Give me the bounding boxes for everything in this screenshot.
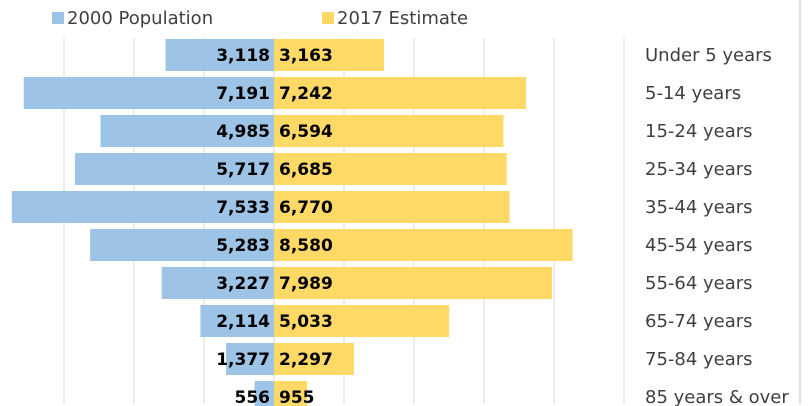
bar-2000-5-14-years (23, 77, 274, 109)
data-label-2017-55-64-years: 7,989 (279, 274, 333, 294)
legend-label-2000-population: 2000 Population (67, 8, 213, 29)
bar-2017-65-74-years (274, 305, 450, 337)
category-label-15-24-years: 15-24 years (645, 121, 753, 142)
data-label-2000-25-34-years: 5,717 (216, 160, 270, 180)
labels: 3,118 3,163 Under 5 years 7,191 7,242 5-14 ye… (216, 45, 789, 406)
data-label-2017-75-84-years: 2,297 (279, 350, 333, 370)
bar-2000-55-64-years (161, 267, 274, 299)
category-label-65-74-years: 65-74 years (645, 311, 753, 332)
bar-2017-85-years-over (274, 381, 308, 406)
data-label-2000-5-14-years: 7,191 (216, 84, 270, 104)
bar-2000-75-84-years (226, 343, 274, 375)
data-label-2000-75-84-years: 1,377 (216, 350, 270, 370)
data-label-2017-65-74-years: 5,033 (279, 312, 333, 332)
data-label-2017-85-years-over: 955 (279, 388, 315, 406)
category-label-85-years-over: 85 years & over (645, 387, 789, 406)
data-label-2017-under-5-years: 3,163 (279, 46, 333, 66)
bar-2000-65-74-years (200, 305, 274, 337)
legend-swatch-2000-population (52, 12, 64, 24)
data-label-2000-35-44-years: 7,533 (216, 198, 270, 218)
data-label-2000-under-5-years: 3,118 (216, 46, 270, 66)
category-label-25-34-years: 25-34 years (645, 159, 753, 180)
data-label-2017-45-54-years: 8,580 (279, 236, 333, 256)
category-label-55-64-years: 55-64 years (645, 273, 753, 294)
category-label-35-44-years: 35-44 years (645, 197, 753, 218)
bar-2017-45-54-years (274, 229, 573, 261)
category-label-75-84-years: 75-84 years (645, 349, 753, 370)
category-label-45-54-years: 45-54 years (645, 235, 753, 256)
data-label-2000-65-74-years: 2,114 (216, 312, 270, 332)
bar-2017-25-34-years (274, 153, 507, 185)
bar-2017-75-84-years (274, 343, 354, 375)
data-label-2017-25-34-years: 6,685 (279, 160, 333, 180)
category-label-5-14-years: 5-14 years (645, 83, 741, 104)
bar-2017-under-5-years (274, 39, 385, 71)
bars (11, 39, 573, 406)
bar-2017-35-44-years (274, 191, 510, 223)
data-label-2017-5-14-years: 7,242 (279, 84, 333, 104)
bar-2017-55-64-years (274, 267, 553, 299)
bar-2000-25-34-years (75, 153, 274, 185)
bar-2000-15-24-years (100, 115, 274, 147)
data-label-2000-45-54-years: 5,283 (216, 236, 270, 256)
data-label-2017-35-44-years: 6,770 (279, 198, 333, 218)
category-label-under-5-years: Under 5 years (645, 45, 772, 66)
data-label-2000-15-24-years: 4,985 (216, 122, 270, 142)
bar-2017-15-24-years (274, 115, 504, 147)
legend-swatch-2017-estimate (322, 12, 334, 24)
bar-2000-85-years-over (254, 381, 274, 406)
legend-label-2017-estimate: 2017 Estimate (337, 8, 468, 29)
bar-2000-under-5-years (165, 39, 274, 71)
legend: 2000 Population 2017 Estimate (52, 8, 468, 29)
bar-2000-45-54-years (90, 229, 274, 261)
data-label-2017-15-24-years: 6,594 (279, 122, 333, 142)
bar-2017-5-14-years (274, 77, 527, 109)
data-label-2000-85-years-over: 556 (235, 388, 271, 406)
bar-2000-35-44-years (11, 191, 275, 223)
data-label-2000-55-64-years: 3,227 (216, 274, 270, 294)
